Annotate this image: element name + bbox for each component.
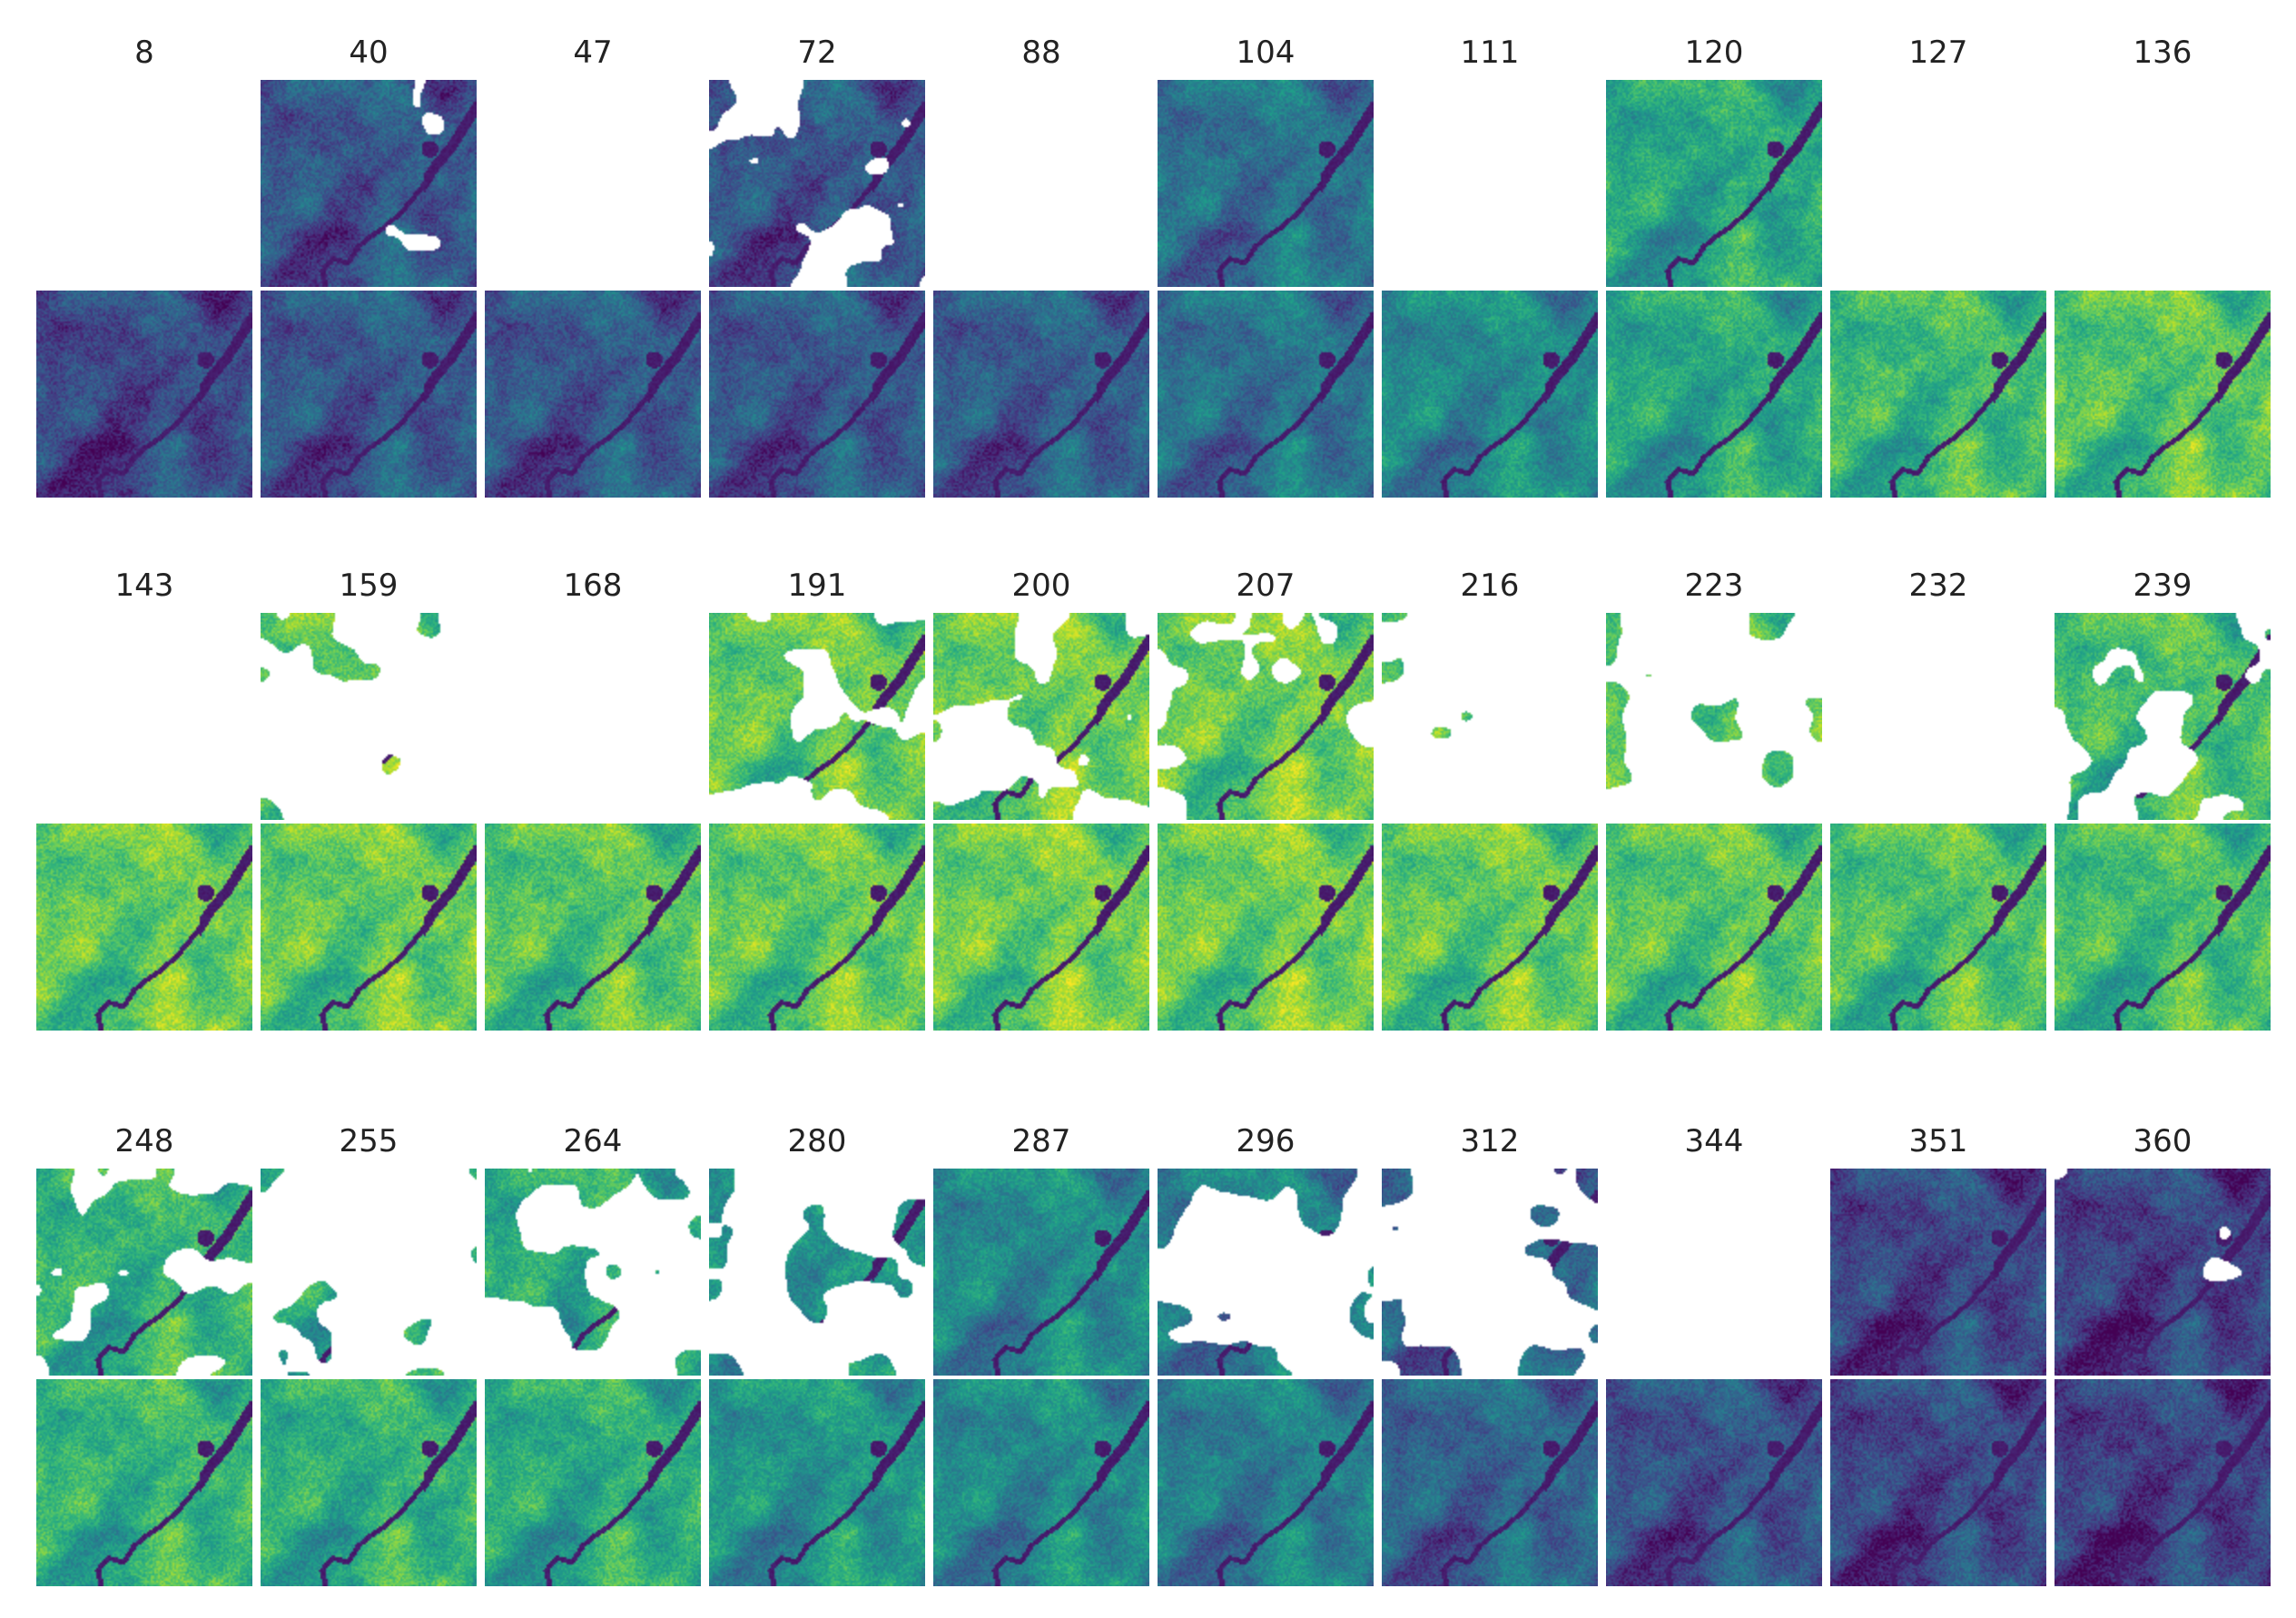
day-label: 312 (1460, 1123, 1520, 1159)
day-label: 47 (573, 35, 613, 71)
observed-image-tile (36, 1169, 252, 1376)
gap-filled-image-tile (1158, 1379, 1374, 1586)
day-label: 223 (1684, 567, 1744, 604)
observed-image-tile (709, 613, 925, 820)
day-label: 159 (339, 567, 399, 604)
gap-filled-image-tile (2055, 1379, 2271, 1586)
gap-filled-image-tile (1606, 291, 1822, 498)
day-label: 351 (1908, 1123, 1968, 1159)
observed-image-tile (709, 80, 925, 287)
gap-filled-image-tile (36, 291, 252, 498)
day-label: 200 (1011, 567, 1071, 604)
day-label: 136 (2133, 35, 2193, 71)
gap-filled-image-tile (709, 1379, 925, 1586)
observed-image-tile (1830, 1169, 2046, 1376)
day-label: 255 (339, 1123, 399, 1159)
gap-filled-image-tile (1606, 1379, 1822, 1586)
day-label: 360 (2133, 1123, 2193, 1159)
day-label: 143 (114, 567, 174, 604)
gap-filled-image-tile (485, 1379, 701, 1586)
gap-filled-image-tile (2055, 291, 2271, 498)
observed-image-tile (1382, 613, 1598, 820)
gap-filled-image-tile (485, 291, 701, 498)
observed-image-tile (485, 1169, 701, 1376)
day-label: 207 (1236, 567, 1296, 604)
day-label: 232 (1908, 567, 1968, 604)
day-label: 280 (787, 1123, 847, 1159)
gap-filled-image-tile (36, 824, 252, 1031)
day-label: 248 (114, 1123, 174, 1159)
day-label: 191 (787, 567, 847, 604)
day-label: 216 (1460, 567, 1520, 604)
day-label: 40 (349, 35, 389, 71)
observed-image-tile (1158, 1169, 1374, 1376)
gap-filled-image-tile (1830, 1379, 2046, 1586)
day-label: 168 (563, 567, 623, 604)
gap-filled-image-tile (709, 824, 925, 1031)
gap-filled-image-tile (261, 824, 477, 1031)
gap-filled-image-tile (1382, 1379, 1598, 1586)
gap-filled-image-tile (709, 291, 925, 498)
observed-image-tile (933, 1169, 1149, 1376)
gap-filled-image-tile (261, 291, 477, 498)
observed-image-tile (1606, 613, 1822, 820)
observed-image-tile (1606, 80, 1822, 287)
gap-filled-image-tile (933, 1379, 1149, 1586)
gap-filled-image-tile (1382, 291, 1598, 498)
gap-filled-image-tile (1158, 291, 1374, 498)
gap-filled-image-tile (1830, 291, 2046, 498)
observed-image-tile (1382, 1169, 1598, 1376)
observed-image-tile (1158, 80, 1374, 287)
gap-filled-image-tile (1830, 824, 2046, 1031)
day-label: 8 (134, 35, 154, 71)
observed-image-tile (2055, 1169, 2271, 1376)
observed-image-tile (261, 1169, 477, 1376)
observed-image-tile (1158, 613, 1374, 820)
gap-filled-image-tile (36, 1379, 252, 1586)
day-label: 104 (1236, 35, 1296, 71)
day-label: 72 (797, 35, 837, 71)
day-label: 287 (1011, 1123, 1071, 1159)
day-label: 239 (2133, 567, 2193, 604)
day-label: 88 (1021, 35, 1061, 71)
observed-image-tile (261, 613, 477, 820)
observed-image-tile (261, 80, 477, 287)
observed-image-tile (2055, 613, 2271, 820)
observed-image-tile (933, 613, 1149, 820)
gap-filled-image-tile (1382, 824, 1598, 1031)
day-label: 120 (1684, 35, 1744, 71)
gap-filled-image-tile (933, 824, 1149, 1031)
gap-filled-image-tile (261, 1379, 477, 1586)
gap-filled-image-tile (933, 291, 1149, 498)
day-label: 264 (563, 1123, 623, 1159)
gap-filled-image-tile (2055, 824, 2271, 1031)
gap-filled-image-tile (485, 824, 701, 1031)
gap-filled-image-tile (1606, 824, 1822, 1031)
day-label: 344 (1684, 1123, 1744, 1159)
day-label: 296 (1236, 1123, 1296, 1159)
day-label: 127 (1908, 35, 1968, 71)
day-label: 111 (1460, 35, 1520, 71)
gap-filled-image-tile (1158, 824, 1374, 1031)
observed-image-tile (709, 1169, 925, 1376)
